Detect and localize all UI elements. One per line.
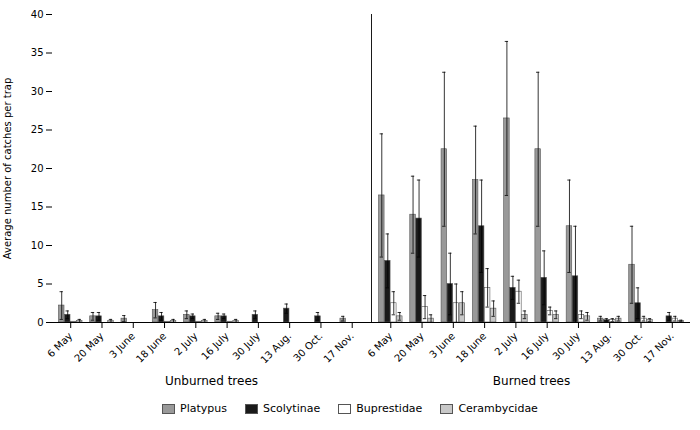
svg-text:30: 30 bbox=[31, 86, 44, 97]
svg-text:Average number of catches per: Average number of catches per trap bbox=[2, 78, 13, 260]
svg-text:3 June: 3 June bbox=[107, 330, 137, 360]
svg-text:17 Nov.: 17 Nov. bbox=[641, 330, 676, 365]
svg-text:35: 35 bbox=[31, 47, 44, 58]
svg-text:6 May: 6 May bbox=[45, 330, 74, 359]
svg-text:20 May: 20 May bbox=[72, 330, 106, 364]
svg-text:6 May: 6 May bbox=[365, 330, 394, 359]
svg-text:25: 25 bbox=[31, 124, 44, 135]
html-text:Buprestidae: Buprestidae bbox=[356, 402, 423, 415]
svg-text:30 Oct.: 30 Oct. bbox=[291, 330, 324, 363]
html-text:Platypus: Platypus bbox=[180, 402, 227, 415]
svg-text:16 July: 16 July bbox=[199, 330, 231, 362]
svg-text:15: 15 bbox=[31, 201, 44, 212]
svg-text:18 June: 18 June bbox=[134, 330, 168, 364]
svg-text:16 July: 16 July bbox=[519, 330, 551, 362]
svg-text:20 May: 20 May bbox=[392, 330, 426, 364]
svg-text:30 July: 30 July bbox=[230, 330, 263, 362]
svg-text:13 Aug.: 13 Aug. bbox=[578, 330, 613, 365]
html-text:Cerambycidae: Cerambycidae bbox=[458, 402, 538, 415]
svg-text:13 Aug.: 13 Aug. bbox=[258, 330, 293, 365]
svg-text:30 Oct.: 30 Oct. bbox=[611, 330, 644, 363]
svg-text:40: 40 bbox=[31, 9, 44, 20]
svg-text:10: 10 bbox=[31, 240, 44, 251]
svg-text:2 July: 2 July bbox=[492, 330, 519, 357]
html-text:Scolytinae: Scolytinae bbox=[263, 402, 321, 415]
svg-text:3 June: 3 June bbox=[427, 330, 457, 360]
svg-text:17 Nov.: 17 Nov. bbox=[321, 330, 356, 365]
svg-text:0: 0 bbox=[37, 317, 43, 328]
svg-text:30 July: 30 July bbox=[550, 330, 583, 362]
svg-text:2 July: 2 July bbox=[172, 330, 199, 357]
svg-text:Burned trees: Burned trees bbox=[493, 374, 570, 388]
svg-text:18 June: 18 June bbox=[454, 330, 488, 364]
svg-text:Unburned trees: Unburned trees bbox=[165, 374, 258, 388]
svg-text:5: 5 bbox=[37, 278, 43, 289]
svg-text:20: 20 bbox=[31, 163, 44, 174]
